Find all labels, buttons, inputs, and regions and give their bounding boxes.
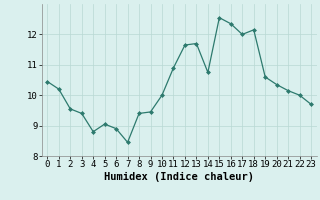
X-axis label: Humidex (Indice chaleur): Humidex (Indice chaleur) (104, 172, 254, 182)
